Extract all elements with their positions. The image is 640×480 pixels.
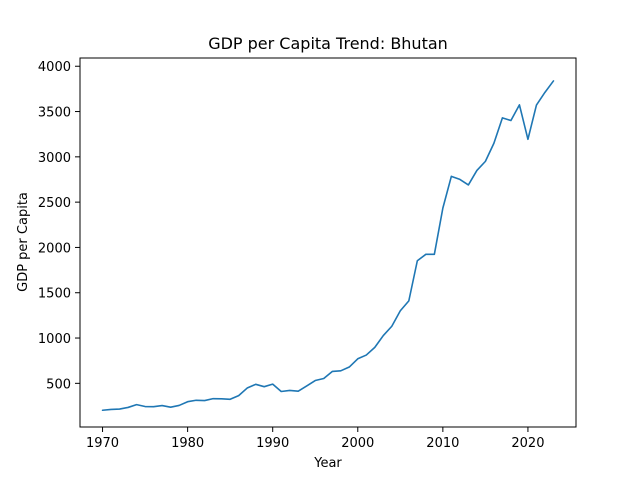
- chart-title: GDP per Capita Trend: Bhutan: [208, 34, 448, 53]
- axis-ticks: 1970 1980 1990 2000 2010 2020 500 1000 1500 2000 2…: [38, 60, 545, 451]
- x-tick-label: 2000: [341, 436, 374, 451]
- x-tick-label: 1990: [256, 436, 289, 451]
- y-axis-label: GDP per Capita: [16, 192, 31, 292]
- axes-frame: [79, 57, 577, 428]
- y-tick-label: 2500: [38, 196, 71, 211]
- y-tick-label: 3000: [38, 151, 71, 166]
- y-tick-label: 1000: [38, 332, 71, 347]
- x-axis-label: Year: [313, 456, 342, 471]
- x-tick-label: 1980: [171, 436, 204, 451]
- y-tick-label: 500: [46, 377, 71, 392]
- x-tick-label: 1970: [86, 436, 119, 451]
- y-tick-label: 1500: [38, 287, 71, 302]
- y-tick-label: 2000: [38, 241, 71, 256]
- y-tick-label: 4000: [38, 60, 71, 75]
- x-tick-label: 2010: [426, 436, 459, 451]
- y-tick-label: 3500: [38, 106, 71, 121]
- series-line: [101, 80, 555, 412]
- x-tick-label: 2020: [511, 436, 544, 451]
- plot-area: [101, 80, 555, 412]
